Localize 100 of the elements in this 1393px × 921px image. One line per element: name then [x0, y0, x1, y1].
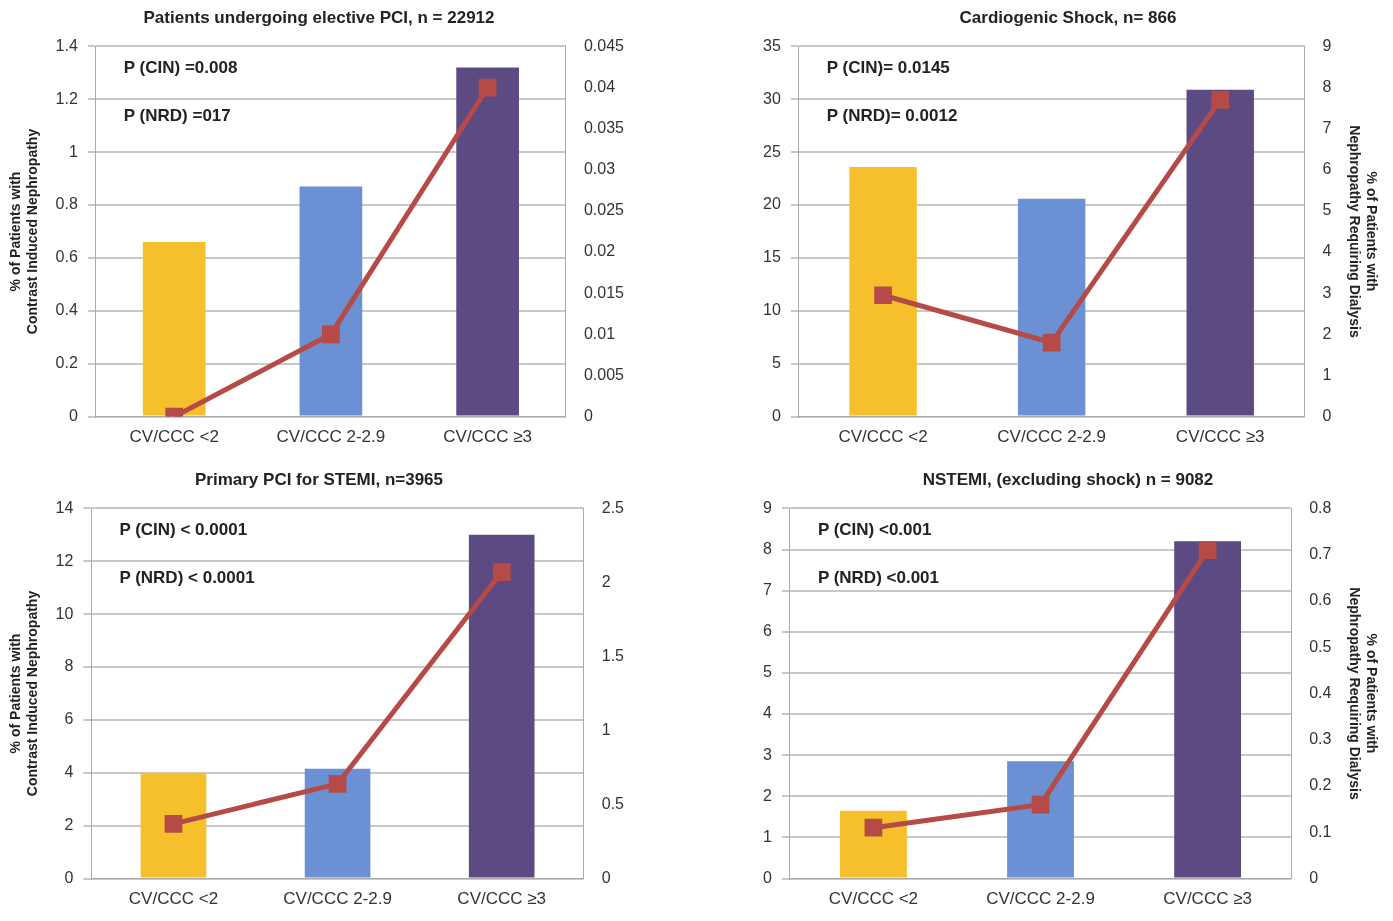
chart-title: Cardiogenic Shock, n= 866: [959, 7, 1177, 27]
y2-tick-label: 0.03: [583, 160, 616, 178]
y-tick-label: 6: [762, 622, 772, 640]
y-tick-label: 4: [762, 704, 772, 722]
y2-tick-label: 0.6: [1309, 591, 1332, 609]
y-tick-label: 3: [762, 745, 772, 763]
y-tick-label: 0: [68, 407, 78, 425]
y-tick-label: 6: [64, 710, 74, 728]
y2-axis-title: % of Patients with Nephropathy Requiring Dialysis: [1346, 587, 1380, 800]
y2-tick-label: 1: [601, 720, 611, 738]
y2-tick-label: 0: [583, 407, 593, 425]
y-tick-label: 2: [64, 816, 74, 834]
y2-tick-label: 6: [1322, 160, 1332, 178]
y2-axis-title: % of Patients with Nephropathy Requiring Dialysis: [1346, 125, 1380, 338]
y-tick-label: 0.8: [55, 195, 78, 213]
x-tick-label: CV/CCC ≥3: [443, 427, 532, 447]
y-tick-label: 35: [763, 36, 781, 54]
bar: [299, 186, 363, 416]
y2-tick-label: 0.5: [601, 794, 625, 812]
y-tick-label: 5: [771, 354, 781, 372]
annotation: P (CIN)= 0.0145: [826, 58, 950, 78]
y-tick-label: 14: [55, 498, 74, 516]
y-tick-label: 15: [763, 248, 781, 266]
y2-tick-label: 7: [1322, 119, 1332, 137]
y-tick-label: 8: [762, 539, 772, 557]
y-tick-label: 1.2: [55, 89, 78, 107]
y2-tick-label: 4: [1322, 242, 1332, 260]
y2-tick-label: 0.01: [583, 324, 616, 342]
bar: [840, 810, 907, 878]
x-tick-label: CV/CCC 2-2.9: [276, 427, 386, 447]
y-tick-label: 0.6: [55, 248, 78, 266]
y2-tick-label: 0.04: [583, 77, 616, 95]
y2-tick-label: 2: [1322, 324, 1332, 342]
y2-tick-label: 0: [1322, 407, 1332, 425]
y2-tick-label: 0.5: [1309, 637, 1332, 655]
y-tick-label: 0: [762, 869, 772, 887]
bar: [1174, 541, 1242, 878]
y2-tick-label: 0.7: [1309, 545, 1332, 563]
annotation: P (CIN) < 0.0001: [119, 520, 248, 540]
y2-tick-label: 3: [1322, 283, 1332, 301]
y-tick-label: 30: [763, 89, 781, 107]
point: [1042, 333, 1061, 352]
annotation: P (CIN) =0.008: [123, 58, 238, 78]
point: [874, 286, 892, 305]
annotation: P (NRD) =017: [123, 106, 231, 126]
y-tick-label: 1.4: [55, 36, 78, 54]
y2-tick-label: 1.5: [601, 646, 625, 664]
y2-tick-label: 0.2: [1309, 776, 1332, 794]
y2-tick-label: 0.005: [583, 365, 625, 383]
y-tick-label: 4: [64, 763, 74, 781]
x-tick-label: CV/CCC ≥3: [1175, 427, 1265, 447]
point: [1031, 795, 1050, 814]
bar: [304, 768, 371, 878]
y2-tick-label: 0.025: [583, 201, 625, 219]
point: [1198, 541, 1217, 559]
chart-title: NSTEMI, (excluding shock) n = 9082: [922, 469, 1214, 489]
y2-tick-label: 0: [601, 869, 611, 887]
y2-tick-label: 0.8: [1309, 498, 1332, 516]
x-tick-label: CV/CCC 2-2.9: [283, 889, 392, 909]
y-tick-label: 12: [55, 551, 74, 569]
point: [492, 563, 511, 581]
y-tick-label: 10: [763, 301, 781, 319]
y-tick-label: 1: [68, 142, 78, 160]
x-tick-label: CV/CCC <2: [128, 889, 219, 909]
x-tick-label: CV/CCC 2-2.9: [986, 889, 1095, 909]
point: [328, 774, 347, 793]
y-axis-title: % of Patients with Contrast Induced Nephropathy: [7, 590, 41, 797]
y2-tick-label: 0.4: [1309, 683, 1332, 701]
y2-tick-label: 0.1: [1309, 822, 1332, 840]
x-tick-label: CV/CCC <2: [129, 427, 219, 447]
y2-tick-label: 0: [1309, 869, 1319, 887]
chart-title: Patients undergoing elective PCI, n = 22912: [143, 7, 495, 27]
x-tick-label: CV/CCC <2: [838, 427, 928, 447]
bar: [849, 166, 917, 416]
x-tick-label: CV/CCC <2: [828, 889, 919, 909]
x-tick-label: CV/CCC ≥3: [1163, 889, 1252, 909]
y2-tick-label: 8: [1322, 77, 1332, 95]
bar: [1186, 89, 1254, 416]
point: [1211, 91, 1230, 109]
x-tick-label: CV/CCC ≥3: [457, 889, 547, 909]
y-tick-label: 8: [64, 657, 74, 675]
y2-tick-label: 2: [601, 572, 611, 590]
y2-tick-label: 9: [1322, 36, 1332, 54]
bar: [456, 67, 519, 416]
y2-tick-label: 0.035: [583, 119, 625, 137]
annotation: P (CIN) <0.001: [817, 520, 932, 540]
y-tick-label: 7: [762, 581, 772, 599]
annotation: P (NRD) <0.001: [817, 568, 940, 588]
chart-title: Primary PCI for STEMI, n=3965: [194, 469, 444, 489]
bar: [468, 534, 535, 878]
y-tick-label: 0: [64, 869, 74, 887]
y-tick-label: 25: [763, 142, 781, 160]
bar: [142, 242, 206, 416]
point: [864, 818, 883, 837]
y-tick-label: 0.4: [55, 301, 78, 319]
y2-tick-label: 2.5: [601, 498, 625, 516]
y-tick-label: 0.2: [55, 354, 78, 372]
y-axis-title: % of Patients with Contrast Induced Nephropathy: [7, 128, 41, 335]
annotation: P (NRD)= 0.0012: [826, 106, 958, 126]
y-tick-label: 20: [763, 195, 781, 213]
